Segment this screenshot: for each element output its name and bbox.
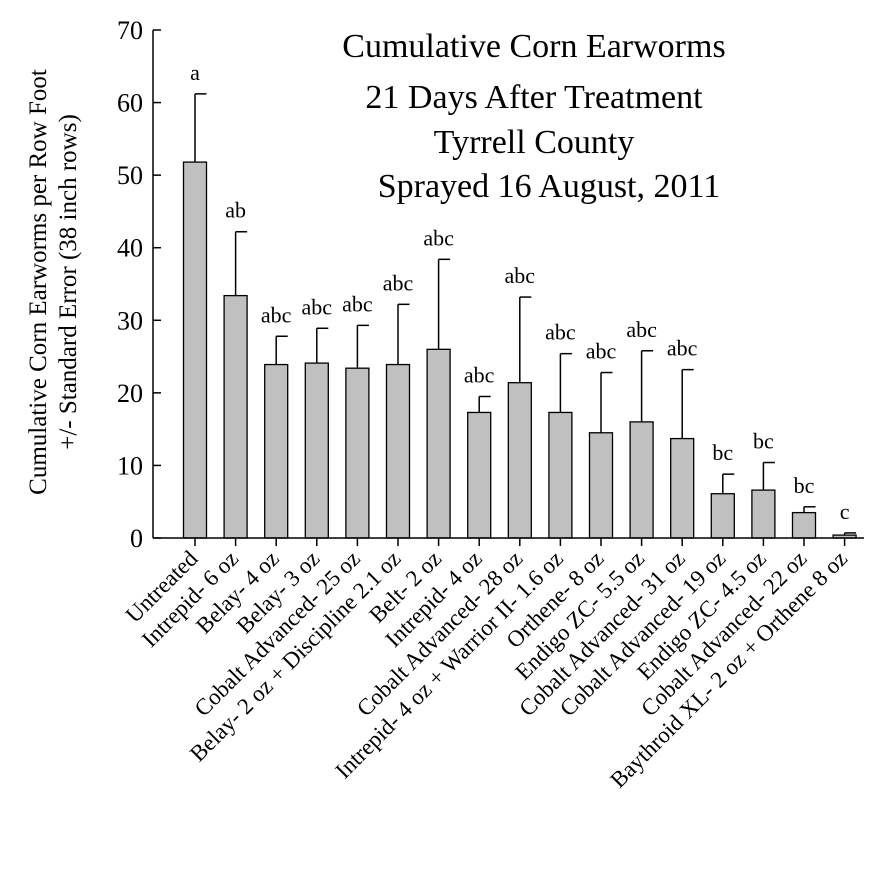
y-tick-label: 20 <box>117 379 143 408</box>
y-axis-label: Cumulative Corn Earworms per Row Foot +/… <box>25 69 82 495</box>
y-tick-label: 30 <box>117 306 143 335</box>
bar <box>426 348 451 539</box>
title-line-3: Tyrrell County <box>434 124 635 161</box>
bar <box>710 493 735 539</box>
y-tick-label: 70 <box>117 16 143 45</box>
bar <box>670 437 695 539</box>
y-tick-label: 10 <box>117 451 143 480</box>
significance-letter: abc <box>464 362 495 387</box>
significance-letter: abc <box>302 294 333 319</box>
significance-letter: abc <box>505 263 536 288</box>
bar <box>548 411 573 539</box>
y-axis-label-line-2: +/- Standard Error (38 inch rows) <box>55 114 82 450</box>
significance-letter: abc <box>261 302 292 327</box>
bar <box>629 421 654 539</box>
bar <box>182 161 208 539</box>
y-tick-label: 40 <box>117 234 143 263</box>
significance-letter: bc <box>753 429 774 454</box>
significance-letter: a <box>190 60 200 85</box>
y-tick-label: 60 <box>117 89 143 118</box>
bar <box>264 363 289 539</box>
significance-letter: abc <box>626 317 657 342</box>
significance-letter: bc <box>712 440 733 465</box>
significance-letter: c <box>840 499 850 524</box>
significance-letter: abc <box>667 336 698 361</box>
title-line-4: Sprayed 16 August, 2011 <box>378 168 721 205</box>
significance-letter: abc <box>586 339 617 364</box>
title-line-2: 21 Days After Treatment <box>365 79 703 116</box>
significance-letter: abc <box>545 320 576 345</box>
significance-letter: abc <box>342 291 373 316</box>
bar <box>385 363 411 539</box>
y-tick-label: 50 <box>117 161 143 190</box>
y-axis-label-line-1: Cumulative Corn Earworms per Row Foot <box>25 69 52 495</box>
bar <box>304 362 329 539</box>
significance-letter: abc <box>423 225 454 250</box>
bar <box>791 511 817 539</box>
bar <box>507 382 532 539</box>
significance-letter: ab <box>225 198 246 223</box>
y-tick-label: 0 <box>130 524 143 553</box>
title-line-1: Cumulative Corn Earworms <box>342 28 725 65</box>
y-axis: 0 10 20 30 40 50 60 70 <box>117 16 161 553</box>
bar <box>223 294 248 539</box>
bar <box>751 489 776 539</box>
bar <box>588 432 614 539</box>
significance-letter: abc <box>383 270 414 295</box>
bar <box>345 367 370 539</box>
chart-title: Cumulative Corn Earworms 21 Days After T… <box>342 28 725 205</box>
bar <box>467 411 492 539</box>
significance-letter: bc <box>794 473 815 498</box>
